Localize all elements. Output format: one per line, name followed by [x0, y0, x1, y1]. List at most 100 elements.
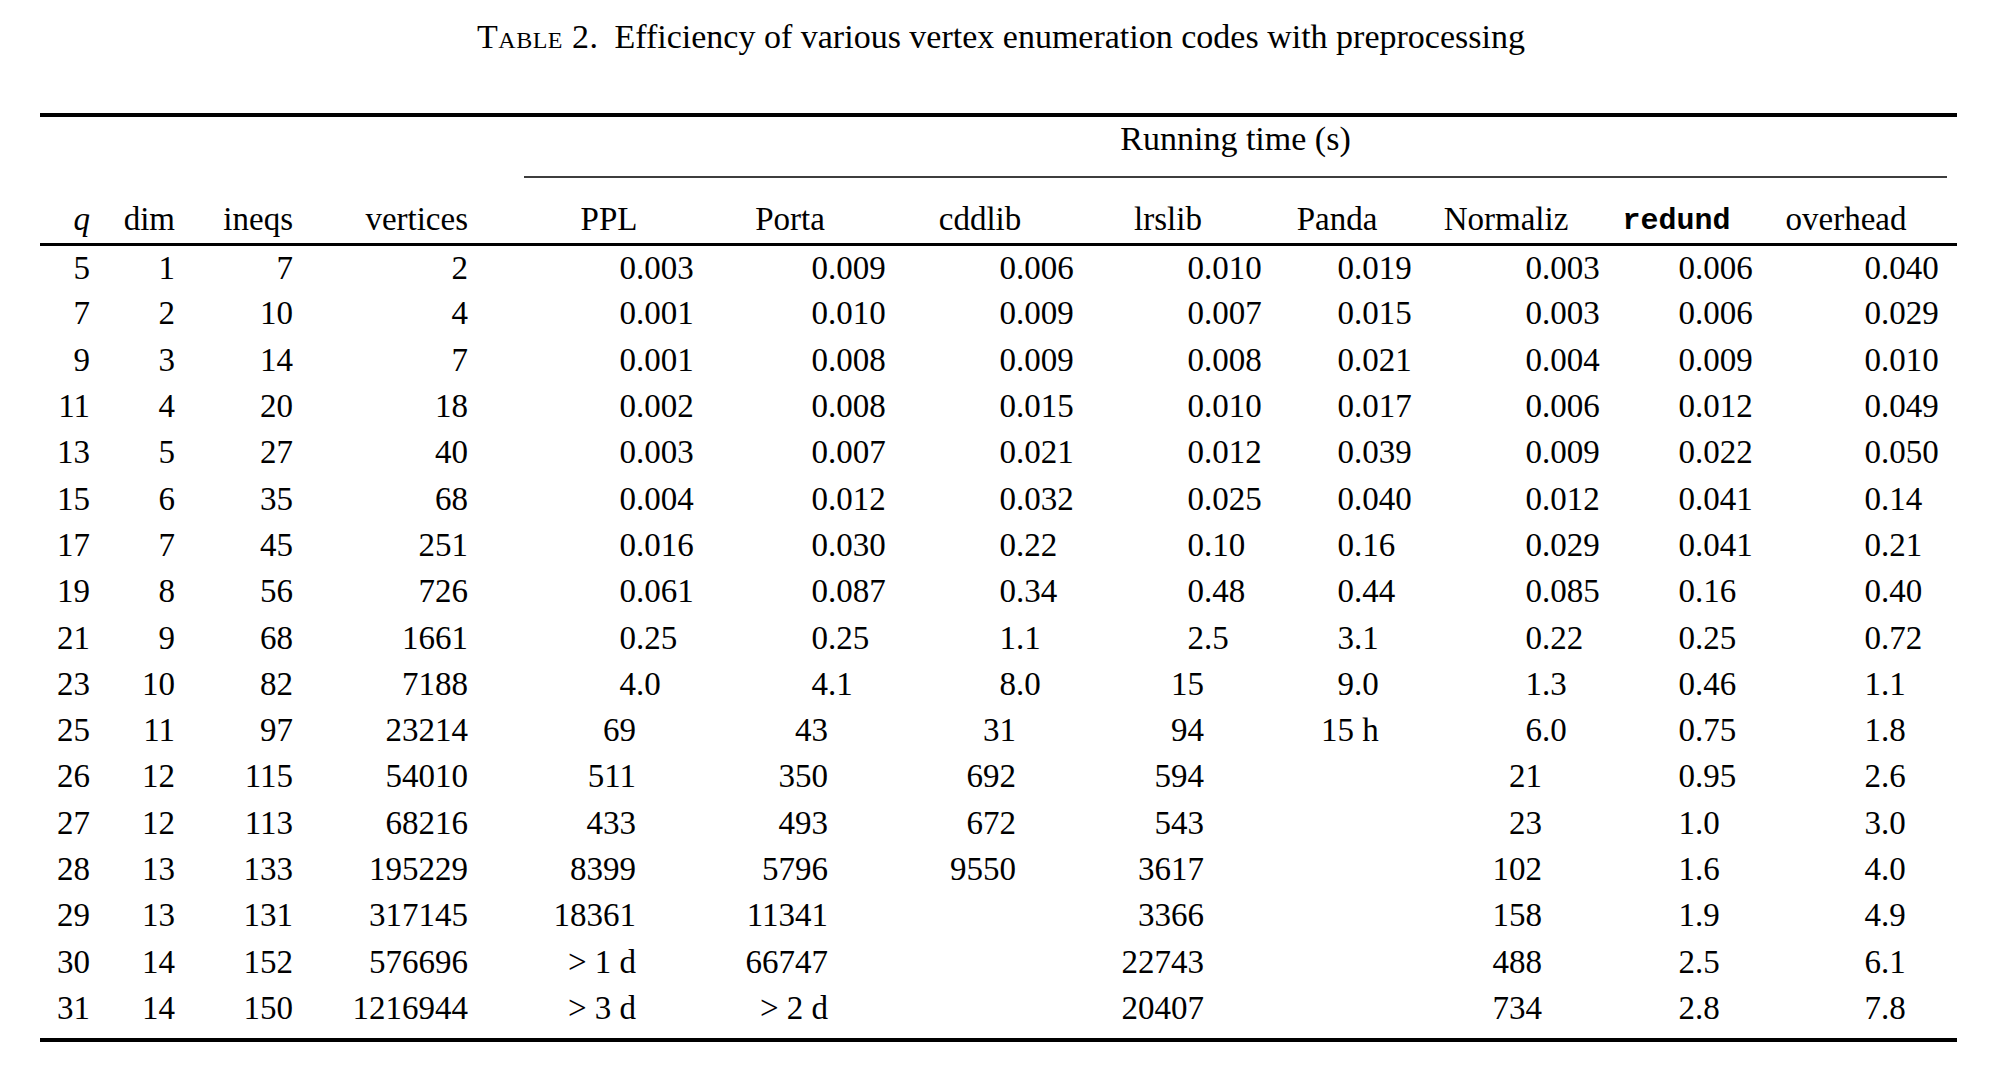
cell-cddlib [886, 939, 1074, 985]
cell-normaliz: 0.006 [1412, 383, 1600, 429]
cell-q: 25 [40, 707, 90, 753]
cell-overhead: 0.21 [1753, 522, 1957, 568]
cell-lrslib: 0.010 [1074, 383, 1262, 429]
running-time-subrule [524, 176, 1947, 178]
cell-q: 13 [40, 430, 90, 476]
cell-panda: 0.017 [1262, 383, 1412, 429]
cell-redund: 0.009 [1600, 337, 1753, 383]
cell-porta: 0.087 [694, 569, 886, 615]
cell-lrslib: 543 [1074, 800, 1262, 846]
cell-dim: 10 [90, 661, 175, 707]
col-header-ineqs: ineqs [175, 186, 293, 245]
cell-overhead: 0.40 [1753, 569, 1957, 615]
cell-normaliz: 0.004 [1412, 337, 1600, 383]
cell-panda [1262, 846, 1412, 892]
cell-cddlib: 0.032 [886, 476, 1074, 522]
cell-panda [1262, 800, 1412, 846]
cell-ineqs: 133 [175, 846, 293, 892]
cell-normaliz: 6.0 [1412, 707, 1600, 753]
cell-redund: 0.25 [1600, 615, 1753, 661]
cell-dim: 11 [90, 707, 175, 753]
cell-lrslib: 3366 [1074, 893, 1262, 939]
cell-q: 17 [40, 522, 90, 568]
cell-ppl: 8399 [524, 846, 694, 892]
cell-cddlib: 0.015 [886, 383, 1074, 429]
cell-cddlib: 672 [886, 800, 1074, 846]
cell-overhead: 1.1 [1753, 661, 1957, 707]
table-row: 177452510.0160.0300.220.100.160.0290.041… [40, 522, 1957, 568]
cell-vertices: 54010 [293, 754, 524, 800]
col-header-vertices: vertices [293, 186, 524, 245]
cell-ppl: 0.001 [524, 337, 694, 383]
cell-panda [1262, 754, 1412, 800]
table-row: 31141501216944> 3 d> 2 d204077342.87.8 [40, 985, 1957, 1031]
col-header-q: q [40, 186, 90, 245]
cell-ineqs: 68 [175, 615, 293, 661]
cell-redund: 2.5 [1600, 939, 1753, 985]
cell-ineqs: 20 [175, 383, 293, 429]
cell-panda: 0.015 [1262, 291, 1412, 337]
cell-vertices: 40 [293, 430, 524, 476]
paper-table-page: Table 2.Efficiency of various vertex enu… [0, 0, 2002, 1088]
cell-ppl: 0.004 [524, 476, 694, 522]
cell-dim: 4 [90, 383, 175, 429]
cell-dim: 13 [90, 893, 175, 939]
cell-q: 23 [40, 661, 90, 707]
cell-overhead: 0.72 [1753, 615, 1957, 661]
cell-porta: 0.25 [694, 615, 886, 661]
bottom-rule [40, 1038, 1957, 1042]
cell-dim: 6 [90, 476, 175, 522]
table-row: 2196816610.250.251.12.53.10.220.250.72 [40, 615, 1957, 661]
cell-overhead: 6.1 [1753, 939, 1957, 985]
cell-vertices: 195229 [293, 846, 524, 892]
table-row: 261211554010511350692594210.952.6 [40, 754, 1957, 800]
cell-overhead: 4.0 [1753, 846, 1957, 892]
cell-cddlib: 31 [886, 707, 1074, 753]
cell-redund: 0.041 [1600, 476, 1753, 522]
cell-overhead: 7.8 [1753, 985, 1957, 1031]
cell-ineqs: 131 [175, 893, 293, 939]
cell-normaliz: 102 [1412, 846, 1600, 892]
cell-porta: 0.008 [694, 337, 886, 383]
table-row: 51720.0030.0090.0060.0100.0190.0030.0060… [40, 245, 1957, 291]
cell-lrslib: 0.48 [1074, 569, 1262, 615]
cell-ineqs: 152 [175, 939, 293, 985]
cell-ppl: > 3 d [524, 985, 694, 1031]
cell-panda [1262, 985, 1412, 1031]
cell-redund: 0.46 [1600, 661, 1753, 707]
cell-q: 26 [40, 754, 90, 800]
cell-porta: 4.1 [694, 661, 886, 707]
cell-normaliz: 0.003 [1412, 291, 1600, 337]
cell-ppl: 18361 [524, 893, 694, 939]
table-row: 721040.0010.0100.0090.0070.0150.0030.006… [40, 291, 1957, 337]
cell-lrslib: 0.007 [1074, 291, 1262, 337]
cell-porta: 66747 [694, 939, 886, 985]
top-rule [40, 113, 1957, 117]
results-table: qdimineqsverticesPPLPortacddliblrslibPan… [40, 186, 1957, 1032]
col-header-normaliz: Normaliz [1412, 186, 1600, 245]
cell-redund: 0.95 [1600, 754, 1753, 800]
col-header-cddlib: cddlib [886, 186, 1074, 245]
cell-ineqs: 113 [175, 800, 293, 846]
cell-cddlib: 0.006 [886, 245, 1074, 291]
cell-dim: 1 [90, 245, 175, 291]
cell-ppl: 0.003 [524, 430, 694, 476]
table-row: 13527400.0030.0070.0210.0120.0390.0090.0… [40, 430, 1957, 476]
cell-ppl: 4.0 [524, 661, 694, 707]
cell-overhead: 0.049 [1753, 383, 1957, 429]
cell-ineqs: 97 [175, 707, 293, 753]
cell-q: 30 [40, 939, 90, 985]
col-header-lrslib: lrslib [1074, 186, 1262, 245]
cell-lrslib: 0.010 [1074, 245, 1262, 291]
cell-dim: 3 [90, 337, 175, 383]
cell-q: 5 [40, 245, 90, 291]
cell-vertices: 7188 [293, 661, 524, 707]
cell-normaliz: 158 [1412, 893, 1600, 939]
cell-redund: 1.0 [1600, 800, 1753, 846]
cell-ppl: 69 [524, 707, 694, 753]
cell-panda: 0.021 [1262, 337, 1412, 383]
cell-cddlib: 0.34 [886, 569, 1074, 615]
cell-panda: 0.039 [1262, 430, 1412, 476]
table-row: 271211368216433493672543231.03.0 [40, 800, 1957, 846]
cell-normaliz: 0.085 [1412, 569, 1600, 615]
